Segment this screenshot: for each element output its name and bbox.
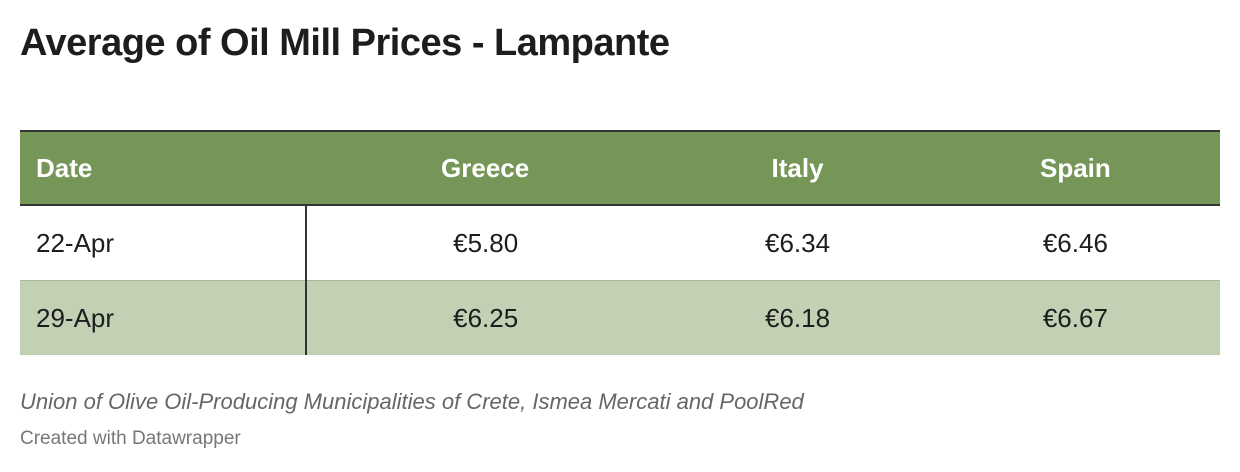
column-header: Spain	[1039, 152, 1111, 183]
table-cell: 22-Apr	[20, 205, 307, 281]
table-cell: €6.67	[1042, 302, 1108, 333]
table-cell: €5.80	[453, 227, 519, 258]
title: Average of Oil Mill Prices - Lampante	[20, 22, 670, 64]
table-row: 22-Apr €5.80 €6.34 €6.46	[20, 205, 1220, 281]
column-header: Greece	[441, 152, 530, 183]
table-row: 29-Apr €6.25 €6.18 €6.67	[20, 280, 1220, 355]
column-header: Date	[36, 152, 93, 183]
table-cell: 29-Apr	[20, 280, 307, 355]
column-header: Italy	[771, 152, 824, 183]
credit: Created with Datawrapper	[20, 428, 241, 449]
table-head: Date Greece Italy Spain	[20, 131, 1220, 205]
table-cell: €6.25	[453, 302, 519, 333]
table-cell: €6.46	[1042, 227, 1108, 258]
price-table: Date Greece Italy Spain 22-Apr €5.80 €6.34 €6.…	[20, 130, 1220, 355]
header-row: Date Greece Italy Spain	[20, 131, 1220, 205]
table-cell: €6.18	[765, 302, 831, 333]
table-body: 22-Apr €5.80 €6.34 €6.46 29-Apr €6.25 €6.18 €6.…	[20, 205, 1220, 355]
table-cell: €6.34	[765, 227, 831, 258]
source: Union of Olive Oil-Producing Municipalit…	[20, 389, 804, 414]
